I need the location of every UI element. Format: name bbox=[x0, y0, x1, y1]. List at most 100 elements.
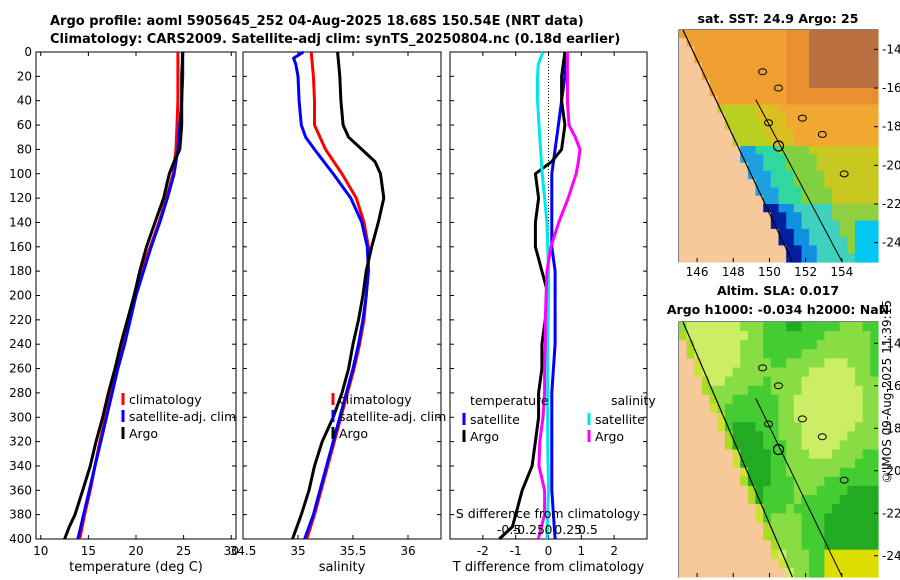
map-cell bbox=[747, 212, 757, 222]
map-cell bbox=[747, 385, 757, 396]
map-cell bbox=[816, 121, 826, 130]
map-cell bbox=[809, 449, 818, 460]
map-cell bbox=[686, 431, 695, 441]
map-cell bbox=[747, 449, 757, 460]
map-cell bbox=[694, 170, 703, 180]
map-cell bbox=[847, 71, 856, 81]
map-cell bbox=[724, 253, 734, 263]
map-cell bbox=[724, 137, 734, 147]
map-cell bbox=[839, 476, 848, 487]
map-cell bbox=[763, 322, 772, 332]
map-cell bbox=[855, 358, 864, 369]
map-cell bbox=[740, 540, 749, 551]
map-cell bbox=[679, 38, 688, 48]
map-cell bbox=[709, 38, 718, 48]
y-tick-label: 360 bbox=[9, 483, 32, 497]
map-cell bbox=[862, 349, 871, 359]
map-cell bbox=[755, 322, 764, 332]
map-cell bbox=[763, 385, 772, 396]
map-cell bbox=[832, 522, 841, 533]
map-cell bbox=[847, 195, 856, 205]
map-cell bbox=[778, 331, 787, 341]
map-cell bbox=[816, 485, 826, 496]
map-cell bbox=[847, 79, 856, 89]
map-cell bbox=[839, 513, 848, 523]
map-cell bbox=[824, 558, 833, 569]
map-cell bbox=[717, 170, 726, 180]
map-cell bbox=[786, 467, 795, 478]
map-cell bbox=[816, 349, 826, 359]
map-cell bbox=[862, 394, 871, 405]
series-line-salinity-satellite bbox=[536, 51, 550, 540]
map-cell bbox=[824, 253, 833, 263]
map-cell bbox=[824, 146, 833, 155]
map-cell bbox=[732, 228, 741, 238]
map-cell bbox=[793, 385, 803, 396]
map-cell bbox=[778, 513, 787, 523]
map-cell bbox=[702, 431, 711, 441]
map-cell bbox=[679, 431, 688, 441]
map-cell bbox=[694, 540, 703, 551]
map-cell bbox=[870, 121, 879, 130]
map-cell bbox=[793, 220, 803, 230]
map-cell bbox=[679, 404, 688, 414]
map-cell bbox=[724, 46, 734, 56]
map-cell bbox=[862, 413, 871, 423]
map-cell bbox=[793, 245, 803, 255]
map-cell bbox=[686, 404, 695, 414]
map-cell bbox=[855, 228, 864, 238]
map-cell bbox=[862, 154, 871, 164]
map-cell bbox=[778, 349, 787, 359]
map-cell bbox=[724, 404, 734, 414]
map-cell bbox=[832, 567, 841, 578]
map-cell bbox=[740, 495, 749, 505]
map-cell bbox=[747, 129, 757, 139]
map-cell bbox=[870, 522, 879, 533]
map-cell bbox=[724, 540, 734, 551]
map-cell bbox=[709, 567, 718, 578]
x-tick-label: 35 bbox=[290, 544, 305, 558]
map-cell bbox=[724, 449, 734, 460]
map-cell bbox=[679, 349, 688, 359]
map-cell bbox=[862, 112, 871, 122]
map-cell bbox=[862, 46, 871, 56]
map-cell bbox=[855, 129, 864, 139]
map-cell bbox=[839, 154, 848, 164]
figure-title-line2: Climatology: CARS2009. Satellite-adj cli… bbox=[50, 32, 621, 47]
map-cell bbox=[839, 237, 848, 246]
map-cell bbox=[770, 71, 780, 81]
map-cell bbox=[839, 96, 848, 106]
map-cell bbox=[732, 558, 741, 569]
map-cell bbox=[793, 376, 803, 387]
map-cell bbox=[832, 440, 841, 451]
map-cell bbox=[763, 129, 772, 139]
map-cell bbox=[839, 204, 848, 213]
map-cell bbox=[862, 367, 871, 378]
map-cell bbox=[740, 476, 749, 487]
map-y-tick-label: -18 bbox=[882, 120, 900, 134]
reef-outline bbox=[755, 398, 843, 578]
map-cell bbox=[694, 146, 703, 155]
map-cell bbox=[855, 146, 864, 155]
map-cell bbox=[862, 104, 871, 114]
map-cell bbox=[801, 237, 810, 246]
map-cell bbox=[816, 137, 826, 147]
map-cell bbox=[832, 394, 841, 405]
y-tick-label: 20 bbox=[17, 69, 32, 83]
map-cell bbox=[824, 162, 833, 172]
map-cell bbox=[717, 96, 726, 106]
map-cell bbox=[740, 385, 749, 396]
map-cell bbox=[839, 54, 848, 64]
map-cell bbox=[694, 322, 703, 332]
map-cell bbox=[686, 162, 695, 172]
map-cell bbox=[786, 358, 795, 369]
map-cell bbox=[686, 531, 695, 542]
map-cell bbox=[809, 567, 818, 578]
map-cell bbox=[801, 121, 810, 130]
map-cell bbox=[763, 112, 772, 122]
map-cell bbox=[755, 38, 764, 48]
map-cell bbox=[724, 485, 734, 496]
map-cell bbox=[809, 331, 818, 341]
map-cell bbox=[786, 340, 795, 350]
map-cell bbox=[816, 30, 826, 39]
